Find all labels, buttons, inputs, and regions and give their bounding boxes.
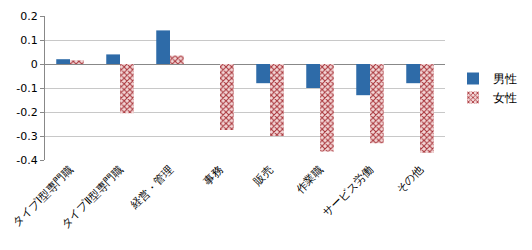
svg-text:0.1: 0.1 [20,34,38,47]
svg-text:男性: 男性 [493,72,517,86]
svg-text:-0.3: -0.3 [16,130,37,143]
svg-text:0.2: 0.2 [20,10,38,23]
svg-text:タイプⅠ型専門職: タイプⅠ型専門職 [10,163,76,229]
svg-text:-0.4: -0.4 [16,154,37,167]
svg-text:事務: 事務 [201,163,226,188]
svg-text:サービス労働: サービス労働 [320,163,376,219]
svg-text:作業職: 作業職 [293,163,326,196]
svg-text:その他: その他 [393,163,426,196]
svg-text:-0.2: -0.2 [16,106,37,119]
svg-text:0: 0 [31,58,38,71]
svg-text:-0.1: -0.1 [16,82,37,95]
svg-text:販売: 販売 [251,163,276,188]
svg-text:女性: 女性 [493,91,517,105]
svg-text:経営・管理: 経営・管理 [127,163,176,212]
svg-text:タイプⅡ型専門職: タイプⅡ型専門職 [59,163,126,230]
